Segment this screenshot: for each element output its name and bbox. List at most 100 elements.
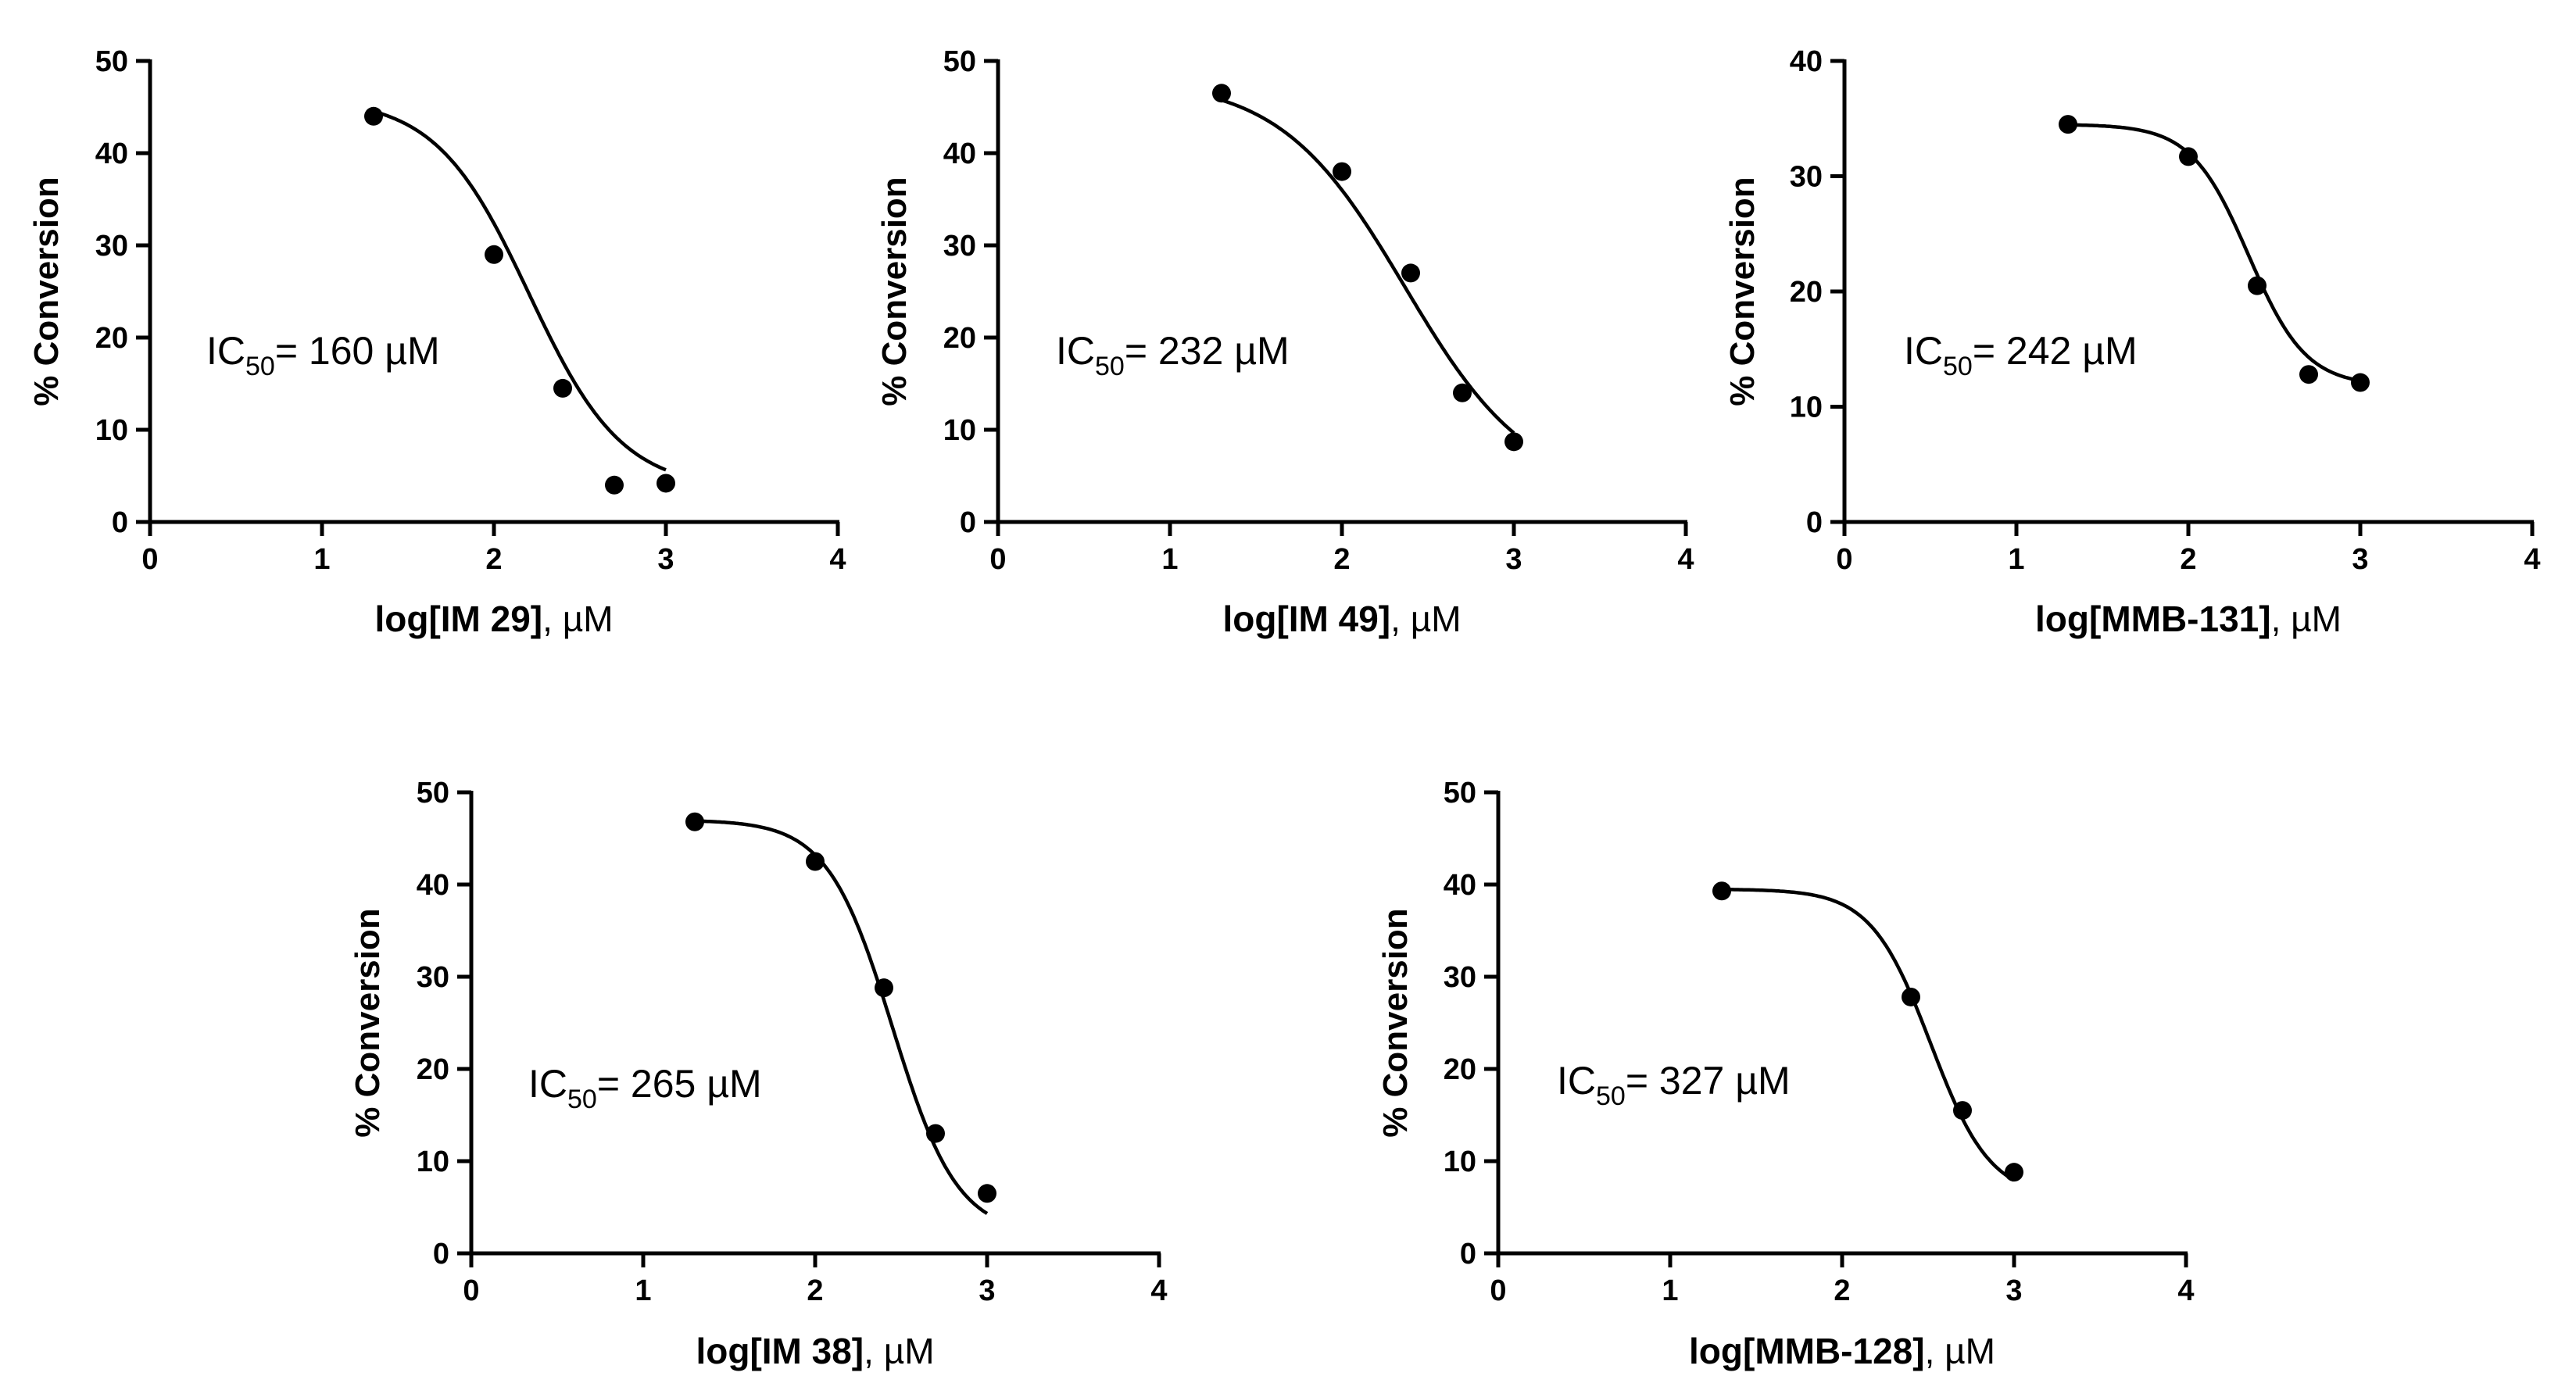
y-tick-label: 10 (1444, 1146, 1476, 1178)
y-tick-label: 20 (1790, 276, 1823, 309)
x-tick-label: 1 (2008, 543, 2024, 576)
data-point (926, 1124, 945, 1143)
x-tick-label: 4 (1150, 1274, 1167, 1307)
y-tick-label: 20 (1444, 1053, 1476, 1086)
y-axis-label: % Conversion (875, 177, 914, 406)
x-tick-label: 4 (2524, 543, 2540, 576)
data-point (1333, 162, 1351, 181)
ic50-subscript: 50 (1596, 1081, 1626, 1111)
x-axis-label-unit: , µM (2271, 599, 2342, 639)
x-tick-label: 3 (657, 543, 674, 576)
data-point (2248, 276, 2267, 295)
y-tick-label: 10 (417, 1146, 449, 1178)
y-tick-label: 10 (95, 414, 128, 447)
data-point (978, 1184, 996, 1203)
fit-curve (2067, 123, 2361, 383)
ic50-subscript: 50 (567, 1085, 597, 1114)
ic50-annotation: IC50= 242 µM (1904, 329, 2138, 381)
ic50-prefix: IC (528, 1062, 567, 1106)
ic50-annotation: IC50= 327 µM (1557, 1059, 1791, 1111)
x-tick-label: 1 (635, 1274, 651, 1307)
data-point (1453, 383, 1472, 402)
ic50-value: = 242 µM (1973, 329, 2138, 373)
x-tick-label: 4 (2177, 1274, 2194, 1307)
ic50-prefix: IC (1056, 329, 1095, 373)
y-axis-label: % Conversion (27, 177, 66, 406)
y-tick-label: 40 (943, 138, 976, 170)
ic50-value: = 265 µM (597, 1062, 762, 1106)
data-point (2059, 115, 2077, 134)
panel-ic50-mmb128: 0 10 20 30 40 50 0 1 2 3 4 % Conversion log[MMB-128]… (1376, 777, 2195, 1371)
y-tick-label: 0 (1806, 506, 1823, 539)
x-tick-label: 2 (1333, 543, 1350, 576)
ic50-value: = 327 µM (1626, 1059, 1791, 1103)
y-tick-label: 50 (943, 45, 976, 78)
x-tick-label: 1 (313, 543, 330, 576)
x-tick-label: 2 (807, 1274, 823, 1307)
x-tick-label: 0 (141, 543, 158, 576)
x-tick-label: 3 (1505, 543, 1522, 576)
x-axis-label: log[IM 49], µM (1222, 599, 1461, 639)
data-point (2005, 1163, 2023, 1182)
fit-curve (694, 819, 989, 1215)
y-tick-label: 0 (433, 1238, 449, 1271)
ic50-annotation: IC50= 232 µM (1056, 329, 1290, 381)
y-tick-label: 10 (943, 414, 976, 447)
x-tick-label: 4 (829, 543, 846, 576)
y-tick-label: 0 (112, 506, 128, 539)
data-point (2351, 373, 2370, 392)
data-point (1902, 987, 1920, 1006)
x-tick-label: 0 (989, 543, 1006, 576)
x-tick-label: 4 (1677, 543, 1694, 576)
x-axis-label-compound: log[IM 49] (1222, 599, 1390, 639)
data-point (2299, 365, 2318, 384)
data-point (1401, 263, 1420, 283)
panel-ic50-im38: 0 10 20 30 40 50 0 1 2 3 4 % Conversion log[IM 38], … (349, 777, 1168, 1371)
x-tick-label: 2 (2180, 543, 2196, 576)
x-tick-label: 3 (2352, 543, 2368, 576)
x-axis-label-compound: log[MMB-128] (1689, 1331, 1925, 1371)
panel-ic50-im29: 0 10 20 30 40 50 0 1 2 3 4 % Conversion log[IM 29], … (27, 45, 846, 639)
x-axis-label-compound: log[MMB-131] (2035, 599, 2271, 639)
ic50-annotation: IC50= 265 µM (528, 1062, 762, 1114)
ic50-value: = 160 µM (275, 329, 440, 373)
ic50-prefix: IC (1904, 329, 1943, 373)
x-tick-label: 1 (1662, 1274, 1678, 1307)
x-tick-label: 1 (1161, 543, 1178, 576)
y-tick-label: 40 (95, 138, 128, 170)
y-axis-label: % Conversion (1723, 177, 1762, 406)
ic50-subscript: 50 (1943, 352, 1973, 381)
y-tick-label: 30 (417, 961, 449, 994)
x-tick-label: 3 (2005, 1274, 2022, 1307)
y-tick-label: 30 (943, 230, 976, 263)
x-axis-label-unit: , µM (1390, 599, 1461, 639)
x-tick-label: 3 (979, 1274, 995, 1307)
ic50-value: = 232 µM (1125, 329, 1290, 373)
ic50-annotation: IC50= 160 µM (206, 329, 440, 381)
y-tick-label: 30 (95, 230, 128, 263)
data-point (485, 245, 503, 264)
fit-curve (1221, 98, 1515, 434)
y-axis-label: % Conversion (349, 908, 387, 1137)
fit-curve (373, 109, 667, 472)
data-point (657, 474, 675, 493)
data-point (553, 378, 572, 398)
x-axis-label-unit: , µM (542, 599, 613, 639)
ic50-subscript: 50 (1095, 352, 1125, 381)
x-tick-label: 0 (1490, 1274, 1506, 1307)
y-tick-label: 0 (960, 506, 976, 539)
y-tick-label: 50 (1444, 777, 1476, 810)
y-tick-label: 50 (95, 45, 128, 78)
x-axis-label-unit: , µM (1925, 1331, 1995, 1371)
y-axis-label: % Conversion (1376, 908, 1415, 1137)
y-tick-label: 10 (1790, 391, 1823, 424)
x-axis-label: log[IM 38], µM (696, 1331, 934, 1371)
panel-ic50-im49: 0 10 20 30 40 50 0 1 2 3 4 % Conversion log[IM 49], … (875, 45, 1694, 639)
x-axis-label-compound: log[IM 38] (696, 1331, 864, 1371)
ic50-prefix: IC (1557, 1059, 1596, 1103)
data-point (2179, 147, 2198, 166)
data-point (605, 475, 624, 495)
ic50-subscript: 50 (245, 352, 275, 381)
y-tick-label: 40 (417, 869, 449, 902)
